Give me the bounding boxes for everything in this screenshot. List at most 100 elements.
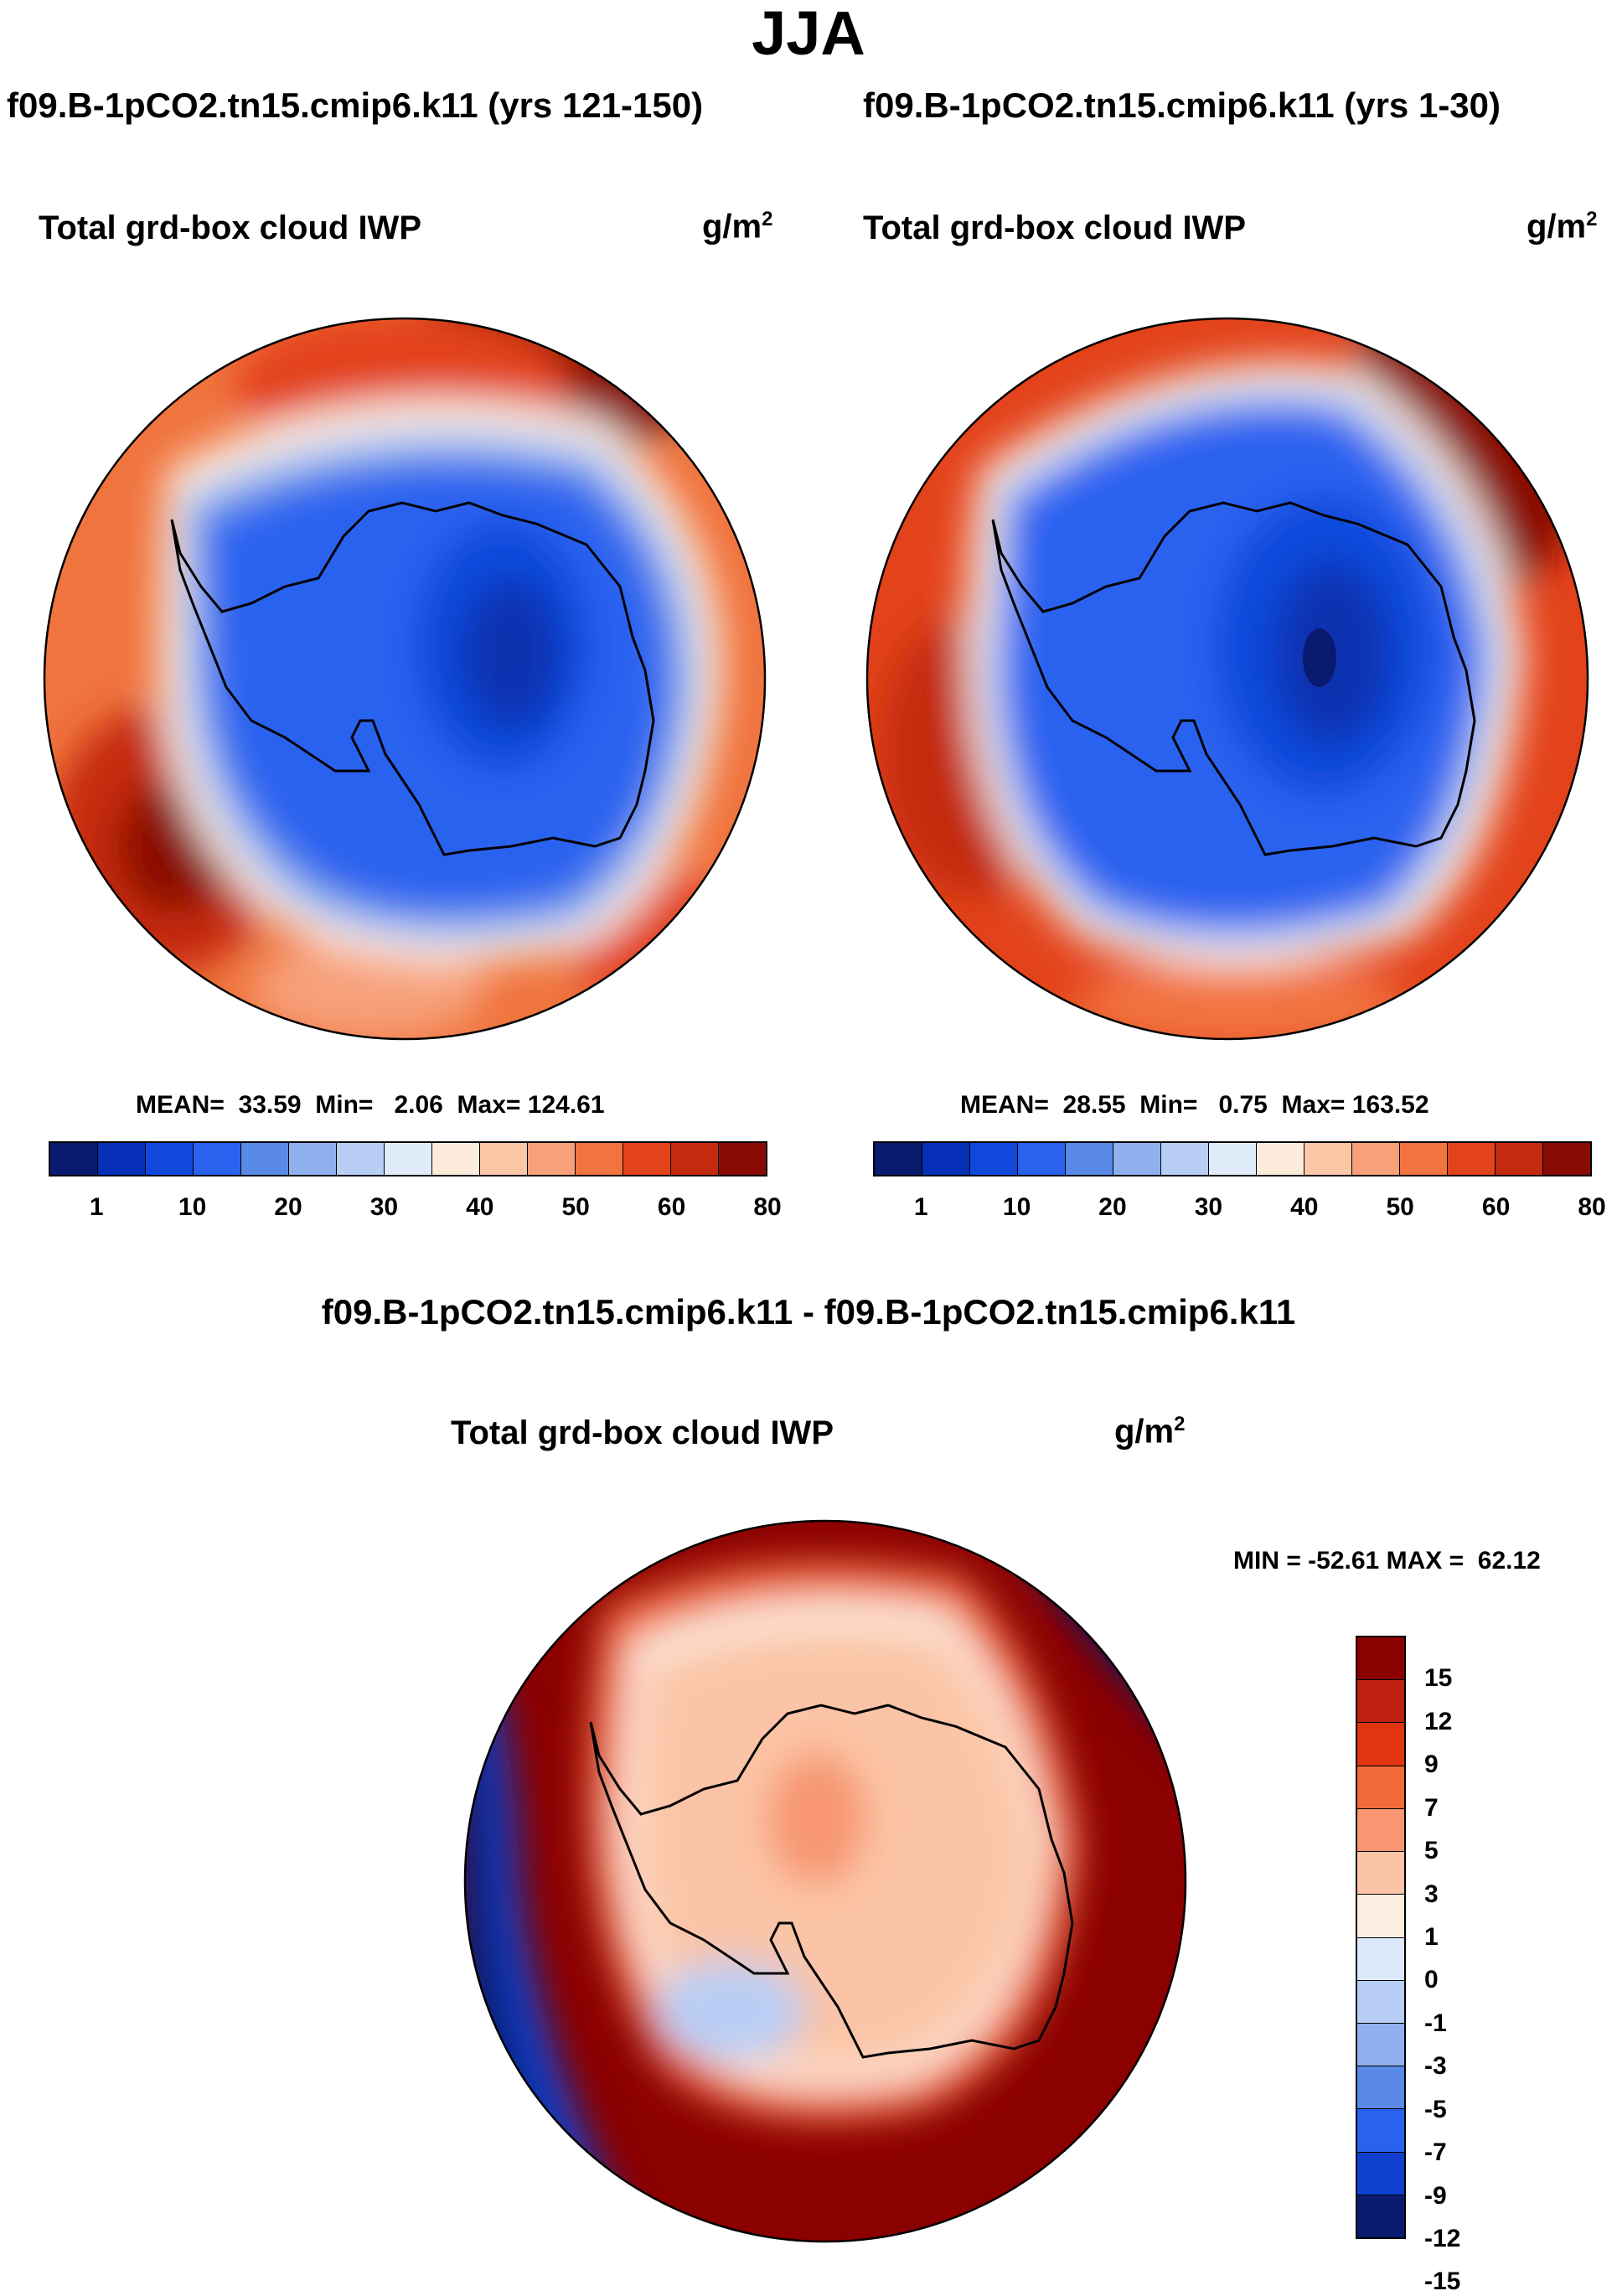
panel-1-units: g/m2 — [702, 208, 773, 246]
colorbar-tick-label: 40 — [1290, 1193, 1319, 1221]
colorbar-box — [1400, 1143, 1448, 1175]
colorbar-box — [98, 1143, 146, 1175]
colorbar-tick-label: 30 — [1194, 1193, 1223, 1221]
colorbar-box — [719, 1143, 766, 1175]
page-title: JJA — [752, 0, 865, 68]
colorbar-tick-label: 50 — [1386, 1193, 1414, 1221]
colorbar-box — [1496, 1143, 1543, 1175]
colorbar-tick-label: 12 — [1424, 1707, 1453, 1735]
difference-variable-title: Total grd-box cloud IWP — [451, 1414, 834, 1451]
colorbar-box — [1357, 1852, 1404, 1895]
colorbar-box — [1357, 2109, 1404, 2153]
colorbar-box — [432, 1143, 480, 1175]
colorbar-tick-label: -15 — [1424, 2268, 1461, 2296]
colorbar-box — [1357, 1937, 1404, 1981]
colorbar-box — [1357, 1766, 1404, 1809]
colorbar-box — [1357, 2195, 1404, 2238]
difference-colorbar — [1356, 1636, 1406, 2239]
panel-1-field — [44, 318, 765, 1039]
colorbar-tick-label: 1 — [89, 1193, 104, 1221]
colorbar-tick-label: 60 — [657, 1193, 686, 1221]
colorbar-box — [1543, 1143, 1590, 1175]
difference-colorbar-labels: 15 12 9 7 5 3 1 0 -1 -3 -5 -7 -9 -12 -15 — [1424, 1636, 1525, 2295]
colorbar-box — [576, 1143, 623, 1175]
colorbar-box — [922, 1143, 970, 1175]
colorbar-box — [1448, 1143, 1496, 1175]
panel-2-field — [867, 318, 1588, 1039]
colorbar-tick-label: 10 — [178, 1193, 207, 1221]
panel-2-colorbar — [873, 1141, 1592, 1176]
colorbar-tick-label: 80 — [1578, 1193, 1606, 1221]
colorbar-box — [194, 1143, 241, 1175]
colorbar-tick-label: -9 — [1424, 2181, 1447, 2210]
colorbar-tick-label: -5 — [1424, 2095, 1447, 2123]
colorbar-tick-label: 80 — [753, 1193, 782, 1221]
colorbar-box — [1357, 1680, 1404, 1724]
difference-coastline — [589, 1704, 1074, 2059]
colorbar-box — [146, 1143, 194, 1175]
colorbar-tick-label: 9 — [1424, 1750, 1439, 1779]
panel-1-case-title: f09.B-1pCO2.tn15.cmip6.k11 (yrs 121-150) — [7, 85, 704, 125]
colorbar-box — [1357, 1895, 1404, 1938]
colorbar-box — [1357, 2066, 1404, 2110]
difference-case-title: f09.B-1pCO2.tn15.cmip6.k11 - f09.B-1pCO2… — [321, 1292, 1296, 1332]
difference-stats: MIN = -52.61 MAX = 62.12 — [1233, 1547, 1541, 1575]
colorbar-box — [1257, 1143, 1304, 1175]
colorbar-tick-label: 15 — [1424, 1664, 1453, 1693]
colorbar-tick-label: 50 — [561, 1193, 590, 1221]
colorbar-tick-label: 7 — [1424, 1793, 1439, 1822]
colorbar-box — [1357, 1723, 1404, 1766]
panel-1-variable-title: Total grd-box cloud IWP — [39, 209, 421, 246]
colorbar-box — [970, 1143, 1018, 1175]
colorbar-box — [671, 1143, 719, 1175]
panel-2-colorbar-labels: 1 10 20 30 40 50 60 80 — [873, 1193, 1606, 1227]
colorbar-tick-label: 10 — [1002, 1193, 1031, 1221]
colorbar-box — [1357, 2152, 1404, 2195]
colorbar-tick-label: 40 — [466, 1193, 494, 1221]
colorbar-box — [1352, 1143, 1400, 1175]
colorbar-box — [241, 1143, 289, 1175]
colorbar-tick-label: -1 — [1424, 2009, 1447, 2037]
colorbar-box — [1066, 1143, 1113, 1175]
colorbar-box — [623, 1143, 671, 1175]
colorbar-box — [1357, 1808, 1404, 1853]
colorbar-box — [1357, 2023, 1404, 2067]
panel-1-colorbar-labels: 1 10 20 30 40 50 60 80 — [49, 1193, 782, 1227]
colorbar-box — [875, 1143, 922, 1175]
panel-2-case-title: f09.B-1pCO2.tn15.cmip6.k11 (yrs 1-30) — [863, 85, 1501, 125]
colorbar-tick-label: -7 — [1424, 2138, 1447, 2167]
colorbar-tick-label: 60 — [1481, 1193, 1511, 1221]
panel-1-coastline — [170, 501, 655, 856]
colorbar-box — [1161, 1143, 1209, 1175]
colorbar-tick-label: 20 — [274, 1193, 302, 1221]
colorbar-box — [337, 1143, 385, 1175]
colorbar-box — [1209, 1143, 1257, 1175]
colorbar-tick-label: 1 — [913, 1193, 928, 1221]
panel-2-stats: MEAN= 28.55 Min= 0.75 Max= 163.52 — [960, 1091, 1429, 1119]
colorbar-box — [385, 1143, 432, 1175]
colorbar-tick-label: -3 — [1424, 2052, 1447, 2081]
colorbar-tick-label: 30 — [369, 1193, 399, 1221]
colorbar-box — [1304, 1143, 1352, 1175]
colorbar-box — [480, 1143, 528, 1175]
colorbar-box — [1018, 1143, 1066, 1175]
colorbar-tick-label: 5 — [1424, 1837, 1439, 1865]
difference-units: g/m2 — [1114, 1413, 1186, 1451]
colorbar-box — [50, 1143, 98, 1175]
colorbar-tick-label: 20 — [1098, 1193, 1127, 1221]
colorbar-box — [1357, 1980, 1404, 2024]
panel-1-colorbar — [49, 1141, 767, 1176]
colorbar-box — [528, 1143, 576, 1175]
difference-field — [465, 1521, 1186, 2242]
colorbar-tick-label: -12 — [1424, 2225, 1461, 2252]
panel-2-units: g/m2 — [1527, 208, 1598, 246]
colorbar-box — [1357, 1637, 1404, 1681]
panel-2-coastline — [991, 501, 1476, 856]
colorbar-tick-label: 0 — [1424, 1966, 1439, 1994]
panel-2-variable-title: Total grd-box cloud IWP — [863, 209, 1246, 246]
colorbar-box — [1113, 1143, 1161, 1175]
colorbar-tick-label: 3 — [1424, 1880, 1439, 1908]
panel-1-stats: MEAN= 33.59 Min= 2.06 Max= 124.61 — [136, 1091, 605, 1119]
colorbar-tick-label: 1 — [1424, 1923, 1439, 1951]
